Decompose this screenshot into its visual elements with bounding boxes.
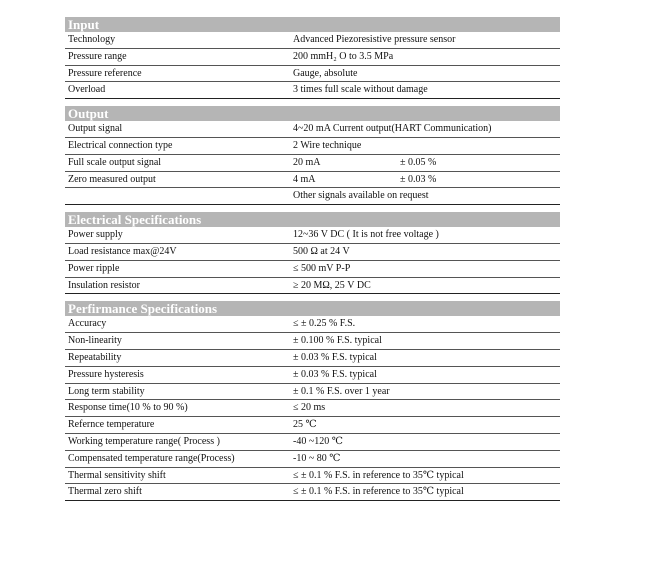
spec-row: Refernce temperature 25 ℃ bbox=[65, 417, 560, 434]
spec-row: Zero measured output 4 mA ± 0.03 % bbox=[65, 172, 560, 189]
spec-value: ± 0.03 % F.S. typical bbox=[293, 351, 377, 363]
spec-tolerance: ± 0.05 % bbox=[400, 156, 437, 168]
spec-label: Accuracy bbox=[68, 318, 107, 330]
spec-row: Thermal zero shift ≤ ± 0.1 % F.S. in refe… bbox=[65, 484, 560, 502]
spec-value: -10 ~ 80 ℃ bbox=[293, 452, 341, 464]
spec-section: Perfirmance Specifications Accuracy ≤ ± 0.… bbox=[65, 301, 560, 502]
spec-label: Long term stability bbox=[68, 385, 145, 397]
spec-row: Response time(10 % to 90 %) ≤ 20 ms bbox=[65, 400, 560, 418]
spec-row: Repeatability ± 0.03 % F.S. typical bbox=[65, 350, 560, 367]
spec-value: ± 0.1 % F.S. over 1 year bbox=[293, 385, 390, 397]
spec-label: Thermal zero shift bbox=[68, 486, 142, 498]
spec-label: Repeatability bbox=[68, 351, 122, 363]
spec-label: Zero measured output bbox=[68, 173, 156, 185]
spec-label: Compensated temperature range(Process) bbox=[68, 452, 235, 464]
spec-row: Technology Advanced Piezoresistive pressu… bbox=[65, 32, 560, 49]
spec-label: Load resistance max@24V bbox=[68, 245, 177, 257]
spec-table: Input Technology Advanced Piezoresistive p… bbox=[65, 17, 560, 508]
spec-row: Long term stability ± 0.1 % F.S. over 1 y… bbox=[65, 384, 560, 401]
spec-row: Non-linearity ± 0.100 % F.S. typical bbox=[65, 333, 560, 350]
spec-value: Gauge, absolute bbox=[293, 67, 358, 79]
spec-label: Technology bbox=[68, 34, 116, 45]
spec-row: Thermal sensitivity shift ≤ ± 0.1 % F.S. … bbox=[65, 468, 560, 485]
spec-row: Pressure reference Gauge, absolute bbox=[65, 66, 560, 83]
spec-label: Working temperature range( Process ) bbox=[68, 435, 220, 447]
spec-value: 12~36 V DC ( It is not free voltage ) bbox=[293, 229, 439, 241]
spec-label: Non-linearity bbox=[68, 335, 122, 347]
spec-label: Power supply bbox=[68, 229, 123, 241]
spec-tolerance: ± 0.03 % bbox=[400, 173, 437, 185]
spec-value: ≤ 500 mV P-P bbox=[293, 262, 351, 274]
section-header: Perfirmance Specifications bbox=[65, 301, 560, 317]
spec-label: Pressure range bbox=[68, 50, 127, 62]
spec-label: Refernce temperature bbox=[68, 419, 155, 431]
spec-row: Output signal 4~20 mA Current output(HART… bbox=[65, 121, 560, 138]
spec-label: Pressure hysteresis bbox=[68, 368, 144, 380]
spec-label: Output signal bbox=[68, 123, 123, 135]
spec-value: ≤ ± 0.1 % F.S. in reference to 35℃ typic… bbox=[293, 469, 464, 481]
spec-label: Full scale output signal bbox=[68, 156, 162, 168]
spec-row: Power ripple ≤ 500 mV P-P bbox=[65, 261, 560, 278]
spec-value: ± 0.03 % F.S. typical bbox=[293, 368, 377, 380]
spec-row: Power supply 12~36 V DC ( It is not free … bbox=[65, 227, 560, 244]
spec-row: Compensated temperature range(Process) -1… bbox=[65, 451, 560, 468]
spec-row: Other signals available on request bbox=[65, 188, 560, 206]
spec-value: -40 ~120 ℃ bbox=[293, 435, 343, 447]
spec-value: 2 Wire technique bbox=[293, 139, 362, 151]
spec-value: ≤ ± 0.25 % F.S. bbox=[293, 318, 356, 330]
spec-section: Output Output signal 4~20 mA Current outpu… bbox=[65, 106, 560, 206]
spec-value: Other signals available on request bbox=[293, 190, 429, 202]
spec-row: Full scale output signal 20 mA ± 0.05 % bbox=[65, 155, 560, 172]
section-header: Input bbox=[65, 17, 560, 32]
spec-value: 25 ℃ bbox=[293, 419, 317, 431]
spec-value: 500 Ω at 24 V bbox=[293, 245, 350, 257]
spec-value: 20 mA bbox=[293, 156, 321, 168]
spec-value: ≤ 20 ms bbox=[293, 402, 326, 414]
spec-label: Insulation resistor bbox=[68, 279, 140, 291]
spec-label: Thermal sensitivity shift bbox=[68, 469, 166, 481]
spec-label bbox=[68, 188, 293, 204]
spec-value: ≤ ± 0.1 % F.S. in reference to 35℃ typic… bbox=[293, 486, 464, 498]
spec-label: Response time(10 % to 90 %) bbox=[68, 402, 188, 414]
spec-row: Overload 3 times full scale without damag… bbox=[65, 82, 560, 100]
spec-value: 200 mmH₂ O to 3.5 MPa bbox=[293, 50, 394, 62]
section-header: Electrical Specifications bbox=[65, 212, 560, 228]
spec-value: ± 0.100 % F.S. typical bbox=[293, 335, 382, 347]
spec-row: Pressure hysteresis ± 0.03 % F.S. typical bbox=[65, 367, 560, 384]
spec-row: Pressure range 200 mmH₂ O to 3.5 MPa bbox=[65, 49, 560, 66]
spec-section: Electrical Specifications Power supply 12~… bbox=[65, 212, 560, 295]
spec-row: Electrical connection type 2 Wire techniq… bbox=[65, 138, 560, 155]
spec-row: Accuracy ≤ ± 0.25 % F.S. bbox=[65, 316, 560, 334]
spec-value: 4~20 mA Current output(HART Communicatio… bbox=[293, 123, 492, 135]
spec-row: Insulation resistor ≥ 20 MΩ, 25 V DC bbox=[65, 278, 560, 295]
spec-label: Pressure reference bbox=[68, 67, 142, 79]
spec-label: Overload bbox=[68, 84, 106, 96]
spec-value: ≥ 20 MΩ, 25 V DC bbox=[293, 279, 371, 291]
spec-row: Load resistance max@24V 500 Ω at 24 V bbox=[65, 244, 560, 261]
spec-label: Power ripple bbox=[68, 262, 120, 274]
spec-value: 3 times full scale without damage bbox=[293, 84, 428, 96]
spec-label: Electrical connection type bbox=[68, 139, 173, 151]
spec-value: 4 mA bbox=[293, 173, 316, 185]
section-header: Output bbox=[65, 106, 560, 122]
spec-section: Input Technology Advanced Piezoresistive p… bbox=[65, 17, 560, 100]
spec-value: Advanced Piezoresistive pressure sensor bbox=[293, 34, 456, 45]
spec-row: Working temperature range( Process ) -40 … bbox=[65, 434, 560, 451]
